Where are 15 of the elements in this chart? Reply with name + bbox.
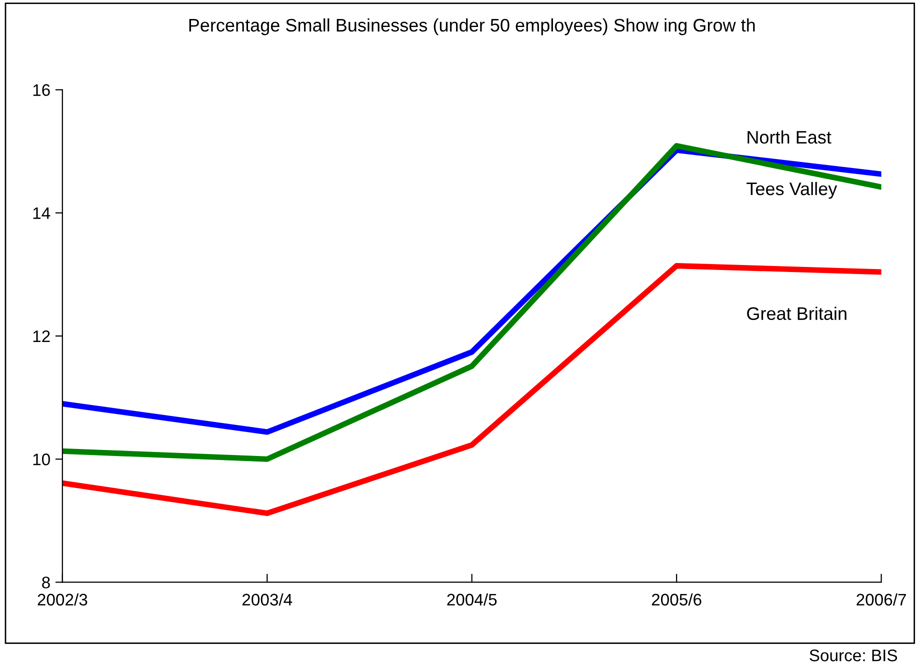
y-tick-label: 12 <box>33 330 50 342</box>
x-tick-label: 2003/4 <box>242 593 292 606</box>
source-note: Source: BIS <box>810 650 898 662</box>
y-tick-label: 14 <box>33 207 50 219</box>
y-tick-label: 10 <box>33 454 50 466</box>
series-label: Tees Valley <box>746 182 838 199</box>
x-tick-label: 2006/7 <box>856 593 906 606</box>
x-tick-label: 2004/5 <box>447 593 497 606</box>
y-tick-label: 16 <box>33 84 50 96</box>
y-tick-label: 8 <box>42 576 50 588</box>
series-label: North East <box>748 130 832 144</box>
x-tick-label: 2002/3 <box>38 593 88 606</box>
x-tick-label: 2005/6 <box>652 593 702 606</box>
chart-title: Percentage Small Businesses (under 50 employees) Show ing Grow th <box>189 18 755 36</box>
series-label: Great Britain <box>747 306 846 320</box>
